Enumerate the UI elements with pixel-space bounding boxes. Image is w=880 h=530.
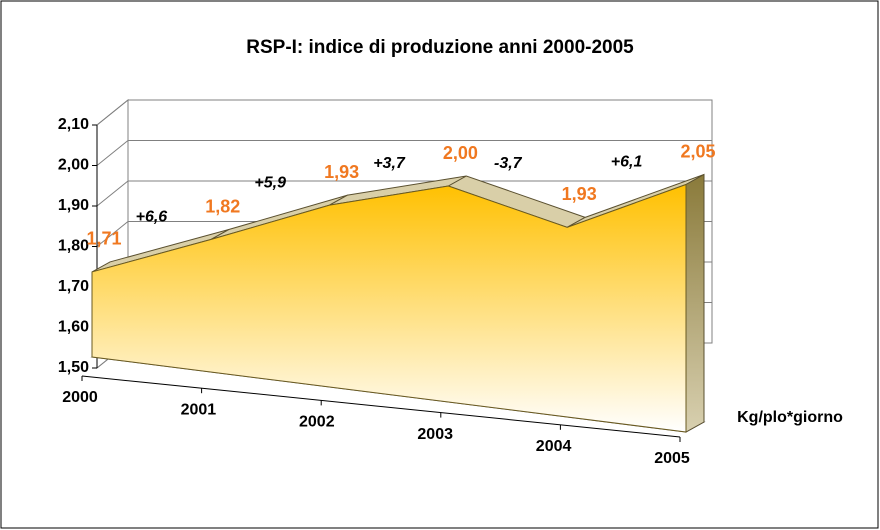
x-tick-label: 2004 <box>536 438 572 455</box>
grid-line <box>96 140 712 166</box>
x-tick-label: 2002 <box>299 414 335 431</box>
y-tick-label: 2,00 <box>58 157 89 174</box>
data-label: 2,05 <box>680 141 715 161</box>
data-label: 1,93 <box>562 184 597 204</box>
annotation: -3,7 <box>494 155 523 172</box>
y-tick-label: 1,80 <box>58 238 89 255</box>
annotation: +6,6 <box>136 209 168 226</box>
area-side <box>685 173 705 433</box>
data-label: 2,00 <box>443 143 478 163</box>
y-tick-label: 1,70 <box>58 278 89 295</box>
x-tick-label: 2005 <box>654 450 690 467</box>
area <box>91 183 687 433</box>
y-tick-label: 1,50 <box>58 359 89 376</box>
y-tick-label: 1,90 <box>58 197 89 214</box>
data-label: 1,82 <box>205 196 240 216</box>
annotation: +5,9 <box>254 174 286 191</box>
y-tick-label: 1,60 <box>58 319 89 336</box>
annotation: +3,7 <box>373 155 406 172</box>
grid-line <box>96 99 712 126</box>
x-tick-label: 2001 <box>181 401 217 418</box>
annotation: +6,1 <box>611 154 643 171</box>
grid-line <box>96 180 712 207</box>
data-label: 1,93 <box>324 162 359 182</box>
data-label: 1,71 <box>86 229 121 249</box>
x-axis <box>81 375 681 438</box>
x-tick-label: 2003 <box>417 426 453 443</box>
chart-title: RSP-I: indice di produzione anni 2000-20… <box>246 37 634 58</box>
series-label: Kg/plo*giorno <box>737 409 843 426</box>
y-tick-label: 2,10 <box>58 116 89 133</box>
x-tick-label: 2000 <box>62 389 98 406</box>
